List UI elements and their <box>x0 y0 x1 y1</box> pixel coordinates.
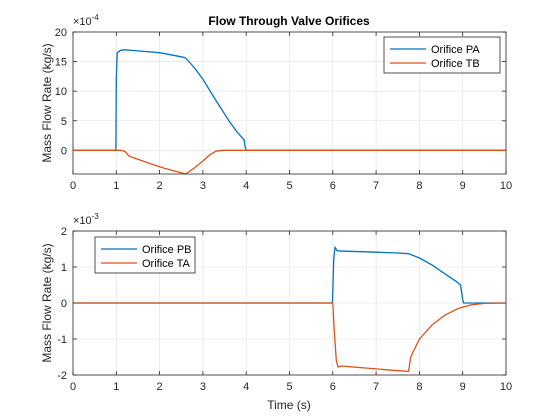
x-tick-label: 4 <box>243 180 249 192</box>
x-tick-label: 7 <box>373 381 379 393</box>
x-tick-label: 5 <box>286 381 292 393</box>
x-tick-label: 8 <box>416 180 422 192</box>
ticks-top: 0 1 2 3 4 5 6 7 8 9 10 0 5 10 15 20 <box>55 27 512 192</box>
series-lines-top <box>73 49 506 175</box>
y-axis-label-bottom: Mass Flow Rate (kg/s) <box>40 243 54 362</box>
x-tick-label: 3 <box>200 180 206 192</box>
legend-box-bottom <box>94 236 196 274</box>
y-exponent-base-bottom: ×10 <box>73 215 92 227</box>
legend-bottom: Orifice PB Orifice TA <box>94 236 196 274</box>
x-axis-label-bottom: Time (s) <box>267 398 311 412</box>
legend-top: Orifice PA Orifice TB <box>383 36 501 74</box>
x-tick-label: 6 <box>330 381 336 393</box>
plot-frame-top <box>72 31 507 175</box>
x-tick-label: 1 <box>113 381 119 393</box>
y-tick-label: -1 <box>57 334 67 346</box>
x-tick-label: 7 <box>373 180 379 192</box>
series-line-orifice-pb <box>73 246 506 304</box>
y-tick-label: 20 <box>55 27 67 39</box>
y-tick-label: 0 <box>61 298 67 310</box>
x-tick-label: 10 <box>500 381 512 393</box>
subplot-top: Flow Through Valve Orifices ×10-4 Mass F… <box>40 13 512 192</box>
x-tick-label: 9 <box>460 381 466 393</box>
y-exponent-power-top: -4 <box>92 13 100 22</box>
x-tick-label: 0 <box>70 381 76 393</box>
y-tick-label: 15 <box>55 57 67 69</box>
legend-label-orifice-pb: Orifice PB <box>142 244 192 256</box>
series-line-orifice-pa <box>73 49 506 151</box>
legend-box-top <box>383 36 501 74</box>
x-tick-label: 5 <box>286 180 292 192</box>
y-exponent-power-bottom: -3 <box>92 212 100 221</box>
x-tick-label: 6 <box>330 180 336 192</box>
x-tick-label: 3 <box>200 381 206 393</box>
y-tick-label: 2 <box>61 226 67 238</box>
x-tick-label: 0 <box>70 180 76 192</box>
y-exponent-top: ×10-4 <box>73 13 99 28</box>
legend-label-orifice-tb: Orifice TB <box>431 58 480 70</box>
x-tick-label: 2 <box>157 381 163 393</box>
chart-title-top: Flow Through Valve Orifices <box>208 14 370 28</box>
x-tick-label: 4 <box>243 381 249 393</box>
x-tick-label: 9 <box>460 180 466 192</box>
y-tick-label: -2 <box>57 370 67 382</box>
x-tick-label: 1 <box>113 180 119 192</box>
series-line-orifice-tb <box>73 149 506 175</box>
x-tick-label: 8 <box>416 381 422 393</box>
y-exponent-base-top: ×10 <box>73 16 92 28</box>
plot-frame-bottom <box>72 230 507 376</box>
y-tick-label: 1 <box>61 262 67 274</box>
y-tick-label: 0 <box>61 145 67 157</box>
series-lines-bottom <box>73 246 507 373</box>
series-line-orifice-ta <box>73 302 507 373</box>
x-tick-label: 10 <box>500 180 512 192</box>
y-exponent-bottom: ×10-3 <box>73 212 99 227</box>
y-tick-label: 10 <box>55 86 67 98</box>
y-axis-label-top: Mass Flow Rate (kg/s) <box>40 43 54 162</box>
x-tick-label: 2 <box>157 180 163 192</box>
subplot-bottom: ×10-3 Mass Flow Rate (kg/s) Time (s) 0 1 2… <box>40 212 512 412</box>
y-tick-label: 5 <box>61 116 67 128</box>
legend-label-orifice-ta: Orifice TA <box>142 258 191 270</box>
legend-label-orifice-pa: Orifice PA <box>431 44 480 56</box>
